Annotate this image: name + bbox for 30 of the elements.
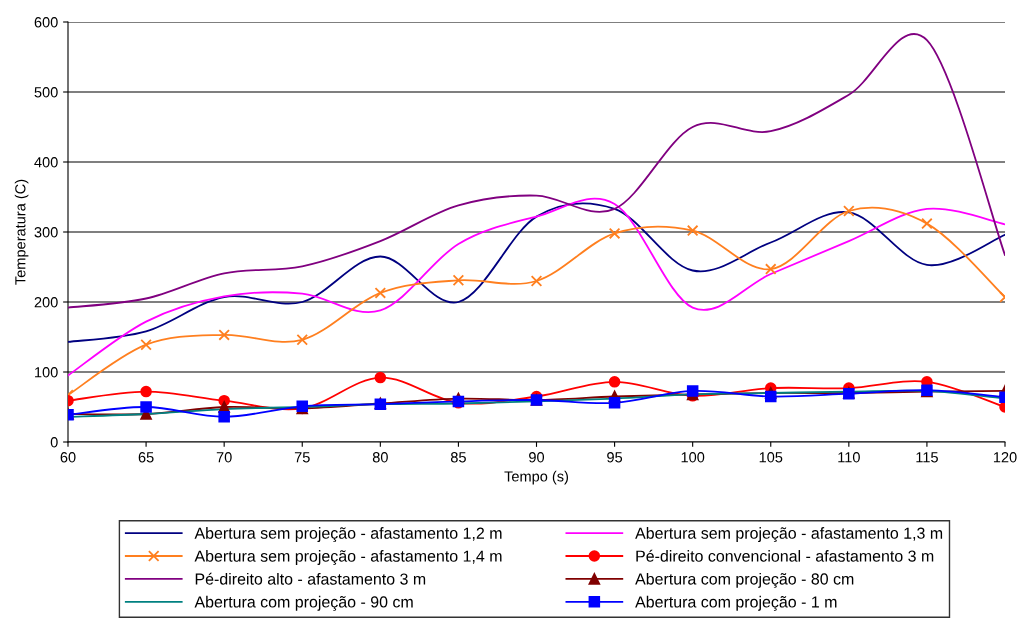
legend-label: Abertura com projeção - 90 cm (194, 595, 413, 611)
x-tick-label: 85 (450, 452, 466, 463)
x-tick-label: 95 (607, 452, 623, 463)
legend-label: Abertura sem projeção - afastamento 1,3 m (635, 527, 943, 543)
legend-label: Abertura com projeção - 1 m (635, 595, 837, 611)
legend-label: Pé-direito convencional - afastamento 3 m (636, 549, 934, 562)
x-tick-label: 75 (294, 452, 310, 463)
x-tick-label: 110 (838, 452, 860, 463)
x-tick-label: 80 (372, 452, 388, 463)
y-axis-title: Temperatura (C) (14, 179, 29, 285)
y-tick-label: 600 (34, 17, 58, 28)
legend-label: Abertura sem projeção - afastamento 1,2 m (194, 527, 502, 543)
x-tick-label: 65 (138, 452, 154, 463)
y-tick-label: 400 (34, 157, 58, 168)
x-tick-label: 70 (216, 452, 232, 463)
x-tick-label: 105 (759, 452, 783, 463)
y-tick-label: 300 (34, 227, 58, 238)
x-axis-title: Tempo (s) (504, 470, 569, 485)
y-tick-label: 0 (50, 437, 58, 448)
y-tick-label: 500 (34, 87, 58, 98)
y-tick-label: 100 (35, 367, 58, 378)
legend-label: Abertura com projeção - 80 cm (635, 572, 854, 588)
x-tick-label: 120 (993, 452, 1017, 463)
x-tick-label: 100 (681, 452, 705, 463)
x-tick-label: 115 (916, 452, 938, 463)
y-tick-label: 200 (34, 297, 58, 308)
legend-label: Pé-direito alto - afastamento 3 m (195, 572, 426, 585)
legend-label: Abertura sem projeção - afastamento 1,4 m (194, 550, 502, 565)
x-tick-label: 90 (529, 452, 545, 463)
x-tick-label: 60 (60, 452, 76, 463)
